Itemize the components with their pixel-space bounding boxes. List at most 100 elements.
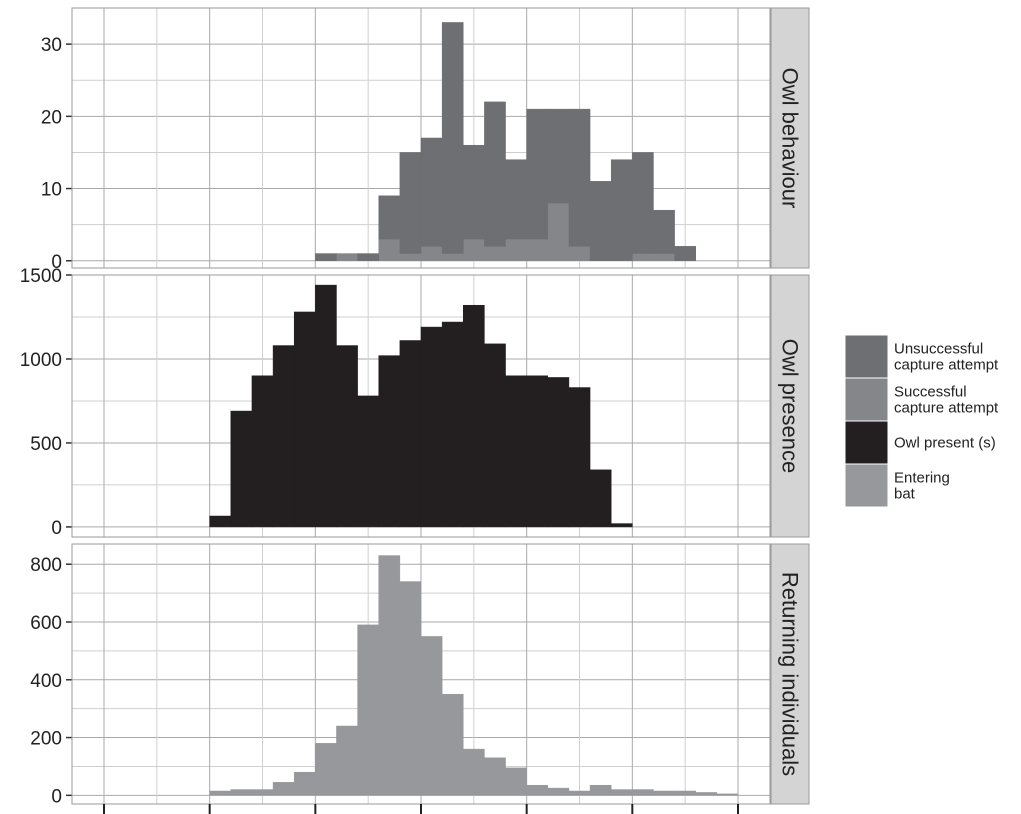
series-owl-present-s- <box>209 284 633 528</box>
histogram-bar <box>399 581 422 796</box>
histogram-bar <box>484 757 506 796</box>
legend-key <box>844 377 889 422</box>
legend-label: Entering bat <box>894 470 950 503</box>
histogram-bar <box>505 767 527 796</box>
y-tick-label: 1000 <box>20 350 62 371</box>
histogram-bar <box>209 515 232 528</box>
legend-entry: Successful capture attempt <box>844 377 999 422</box>
y-tick-label: 800 <box>30 555 62 576</box>
series-successful-capture-attempt <box>336 202 675 262</box>
histogram-bar <box>674 246 696 262</box>
panel-returning-individuals: 0 200 400 600 800 Returning individuals <box>30 543 810 807</box>
facet-strip-label: Owl behaviour <box>778 68 803 209</box>
histogram-bar <box>463 748 485 796</box>
histogram-bar <box>589 181 612 262</box>
histogram-bar <box>272 782 295 796</box>
facet-strip <box>770 274 810 538</box>
histogram-bar <box>589 784 612 796</box>
histogram-bar <box>336 253 358 262</box>
histogram-bar <box>568 246 591 262</box>
y-tick-label: 600 <box>30 613 62 634</box>
y-tick-label: 30 <box>41 35 62 56</box>
y-tick-label: 0 <box>51 252 62 273</box>
histogram-bar <box>230 789 253 796</box>
histogram-bar <box>441 253 464 262</box>
histogram-bar <box>547 787 570 796</box>
legend-key <box>844 420 889 465</box>
histogram-bar <box>547 377 570 528</box>
histogram-bar <box>716 793 739 796</box>
series-unsuccessful-capture-attempt <box>315 22 696 262</box>
histogram-bar <box>526 784 549 796</box>
histogram-bar <box>547 202 570 262</box>
histogram-bar <box>357 624 379 796</box>
histogram-bar <box>505 238 527 262</box>
histogram-bar <box>378 238 401 262</box>
panel-owl-presence: 0 500 1000 1500 Owl presence <box>20 266 810 539</box>
legend-label: Unsuccessful capture attempt <box>894 341 999 374</box>
legend-key <box>844 334 889 379</box>
legend-label: Successful capture attempt <box>894 384 999 417</box>
histogram-bar <box>653 209 675 254</box>
histogram-bar <box>272 345 295 528</box>
histogram-bar <box>568 790 591 796</box>
histogram-bar <box>484 343 506 528</box>
y-tick-label: 20 <box>41 107 62 128</box>
histogram-bar <box>293 311 316 528</box>
histogram-bar <box>336 725 358 796</box>
facet-strip <box>770 543 810 805</box>
histogram-bar <box>420 636 443 796</box>
histogram-bar <box>441 693 464 796</box>
legend-key <box>844 463 889 508</box>
histogram-bar <box>420 137 443 247</box>
histogram-bar <box>505 159 527 240</box>
legend-entry: Unsuccessful capture attempt <box>844 334 999 379</box>
x-axis <box>103 804 739 814</box>
histogram-bar <box>251 789 274 796</box>
histogram-bar <box>463 238 485 262</box>
histogram-bar <box>336 345 358 528</box>
histogram-bar <box>251 375 274 528</box>
facet-strip-label: Owl presence <box>778 339 803 474</box>
panel-border <box>71 7 771 269</box>
histogram-bar <box>547 108 570 204</box>
histogram-bar <box>463 144 485 240</box>
histogram-bar <box>568 108 591 247</box>
histogram-bar <box>315 284 337 528</box>
histogram-bar <box>463 304 485 528</box>
histogram-bar <box>632 253 654 262</box>
panel-border <box>71 274 771 538</box>
histogram-bar <box>632 789 654 796</box>
histogram-bar <box>505 375 527 528</box>
histogram-bar <box>610 789 633 796</box>
histogram-bar <box>378 555 401 796</box>
histogram-bar <box>293 771 316 796</box>
y-tick-label: 500 <box>30 434 62 455</box>
legend-entry: Entering bat <box>844 463 950 508</box>
histogram-bar <box>399 253 422 262</box>
histogram-bar <box>441 22 464 254</box>
histogram-bar <box>610 523 633 528</box>
histogram-bar <box>674 790 696 796</box>
histogram-bar <box>526 375 549 528</box>
histogram-bar <box>695 792 718 796</box>
y-tick-label: 200 <box>30 729 62 750</box>
histogram-bar <box>315 743 337 796</box>
y-tick-label: 0 <box>51 786 62 807</box>
y-tick-label: 0 <box>51 518 62 539</box>
histogram-bar <box>484 246 506 262</box>
facet-strip-label: Returning individuals <box>778 572 803 776</box>
histogram-bar <box>357 395 379 528</box>
histogram-bar <box>610 159 633 262</box>
histogram-bar <box>378 195 401 240</box>
y-tick-label: 10 <box>41 180 62 201</box>
histogram-bar <box>589 469 612 528</box>
histogram-bar <box>568 387 591 528</box>
histogram-bar <box>315 253 337 262</box>
histogram-bar <box>441 321 464 528</box>
histogram-bar <box>484 101 506 247</box>
panel-owl-behaviour: 0 10 20 30 Owl behaviour <box>41 7 810 273</box>
histogram-bar <box>230 410 253 528</box>
histogram-bar <box>632 152 654 254</box>
